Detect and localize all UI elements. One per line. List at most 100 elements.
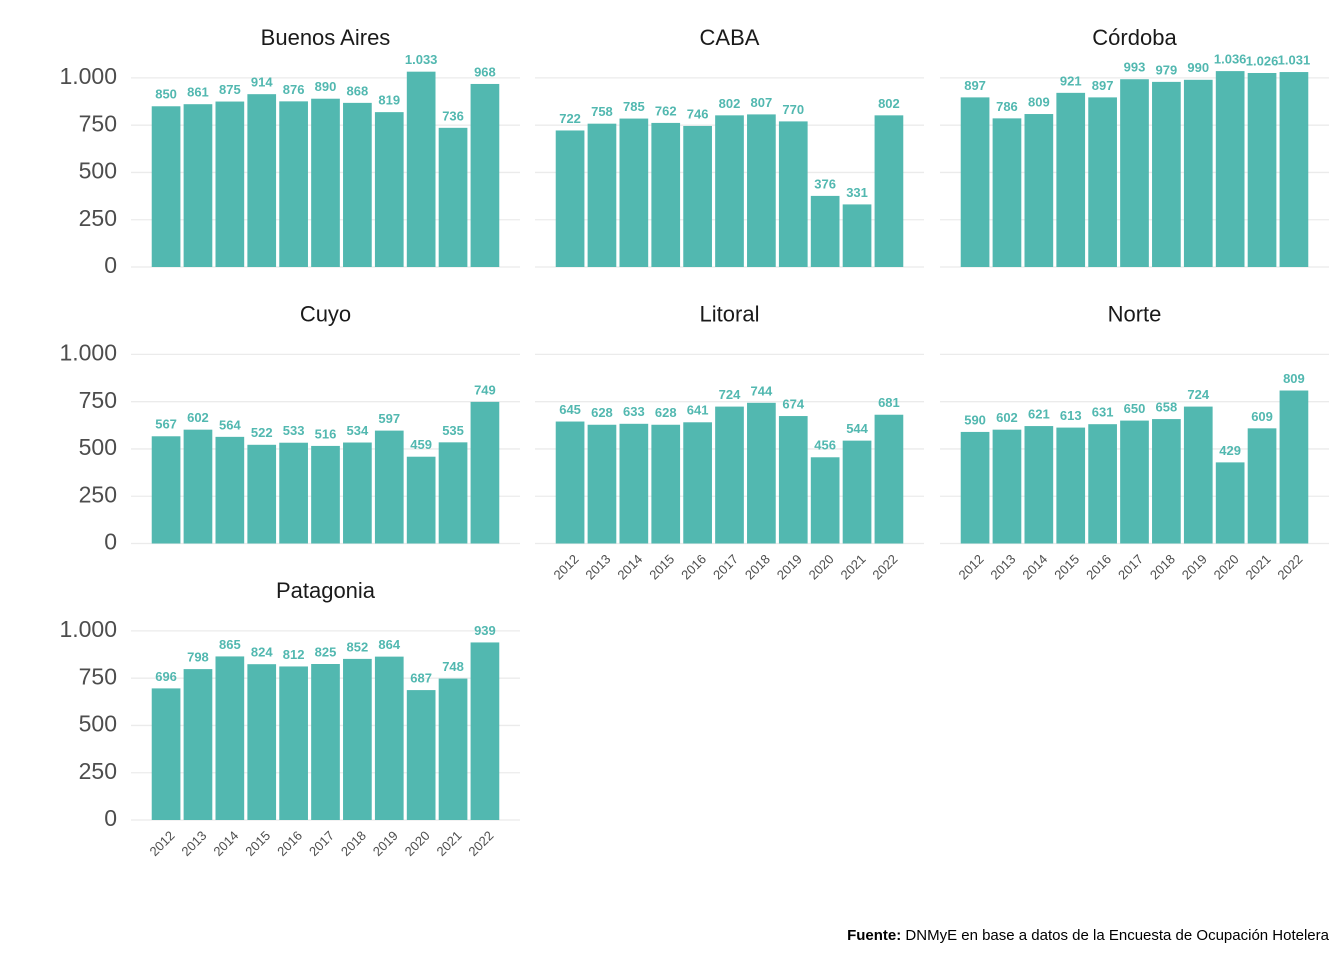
bar [470,83,500,268]
value-label: 533 [283,423,305,438]
value-label: 613 [1060,408,1082,423]
value-label: 609 [1251,409,1273,424]
value-label: 876 [283,82,305,97]
value-label: 1.033 [405,52,438,67]
value-label: 802 [719,96,741,111]
bar [406,71,436,267]
bar [247,444,277,544]
x-tick-label: 2017 [710,551,741,582]
x-tick-label: 2016 [274,828,305,859]
bar [183,429,213,544]
bar [311,445,340,544]
value-label: 724 [1187,387,1209,402]
value-label: 809 [1283,371,1305,386]
value-label: 602 [996,410,1018,425]
bar [151,688,181,820]
panel: Litoral 645 2012 628 2013 633 2014 628 2015 641 20… [535,301,924,583]
value-label: 331 [846,185,868,200]
value-label: 748 [442,659,464,674]
value-label: 534 [347,423,369,438]
value-label: 429 [1219,443,1241,458]
value-label: 897 [1092,78,1114,93]
y-tick-label: 0 [104,805,117,831]
bar [215,436,245,544]
panel-title: Buenos Aires [261,25,391,50]
bar [1056,427,1086,544]
x-tick-label: 2013 [582,551,613,582]
value-label: 631 [1092,405,1114,420]
value-label: 628 [591,405,613,420]
x-tick-label: 2018 [1147,551,1178,582]
x-tick-label: 2019 [774,551,805,582]
x-tick-label: 2016 [1083,551,1114,582]
value-label: 674 [782,396,804,411]
value-label: 990 [1187,60,1209,75]
y-tick-label: 0 [104,252,117,278]
panel-title: Patagonia [276,578,376,603]
x-tick-label: 2018 [742,551,773,582]
x-tick-label: 2012 [551,551,582,582]
bar [960,431,990,544]
bar [151,106,181,267]
value-label: 650 [1124,401,1146,416]
y-tick-label: 750 [79,663,117,689]
y-tick-label: 500 [79,711,117,737]
value-label: 824 [251,645,273,660]
x-tick-label: 2015 [242,828,273,859]
panel: Córdoba 897 786 809 921 897 993 979 990 1.036 1.02… [940,25,1329,268]
bar [343,658,372,820]
value-label: 890 [315,79,337,94]
y-tick-label: 500 [79,158,117,184]
bar [406,690,436,820]
value-label: 819 [378,93,400,108]
bar [747,402,776,544]
bar [651,122,681,268]
bar [842,204,872,267]
bar [1183,79,1213,267]
value-label: 825 [315,644,337,659]
value-label: 807 [751,95,773,110]
y-tick-label: 500 [79,434,117,460]
value-label: 724 [719,387,741,402]
bar [1120,420,1149,544]
panel: Patagonia 0 250 500 750 1.000 696 2012 798 2013 86… [59,578,520,859]
bar [438,127,468,267]
value-label: 621 [1028,407,1050,422]
bar [438,678,468,820]
value-label: 914 [251,75,273,90]
value-label: 868 [347,83,369,98]
bar [874,414,904,544]
bar [874,115,904,267]
bar [438,442,468,544]
value-label: 564 [219,417,241,432]
panel: Cuyo 0 250 500 750 1.000 567 602 564 522 533 516 534… [59,301,520,555]
value-label: 861 [187,85,209,100]
bar [992,118,1022,267]
x-tick-label: 2013 [178,828,209,859]
value-label: 749 [474,382,496,397]
y-tick-label: 250 [79,481,117,507]
value-label: 645 [559,402,581,417]
x-tick-label: 2013 [987,551,1018,582]
caption-label: Fuente: [847,927,901,944]
y-tick-label: 1.000 [59,63,117,89]
x-tick-label: 2020 [402,828,433,859]
value-label: 722 [559,111,581,126]
value-label: 535 [442,423,464,438]
panel-title: Cuyo [300,301,351,326]
value-label: 459 [410,437,432,452]
value-label: 758 [591,104,613,119]
bar [1183,406,1213,544]
value-label: 628 [655,405,677,420]
value-label: 968 [474,64,496,79]
value-label: 865 [219,637,241,652]
value-label: 687 [410,671,432,686]
bar [555,421,585,544]
bar [651,424,681,544]
value-label: 802 [878,96,900,111]
x-tick-label: 2020 [806,551,837,582]
bar [1247,428,1277,544]
bar [960,97,990,267]
value-label: 809 [1028,94,1050,109]
y-tick-label: 750 [79,387,117,413]
